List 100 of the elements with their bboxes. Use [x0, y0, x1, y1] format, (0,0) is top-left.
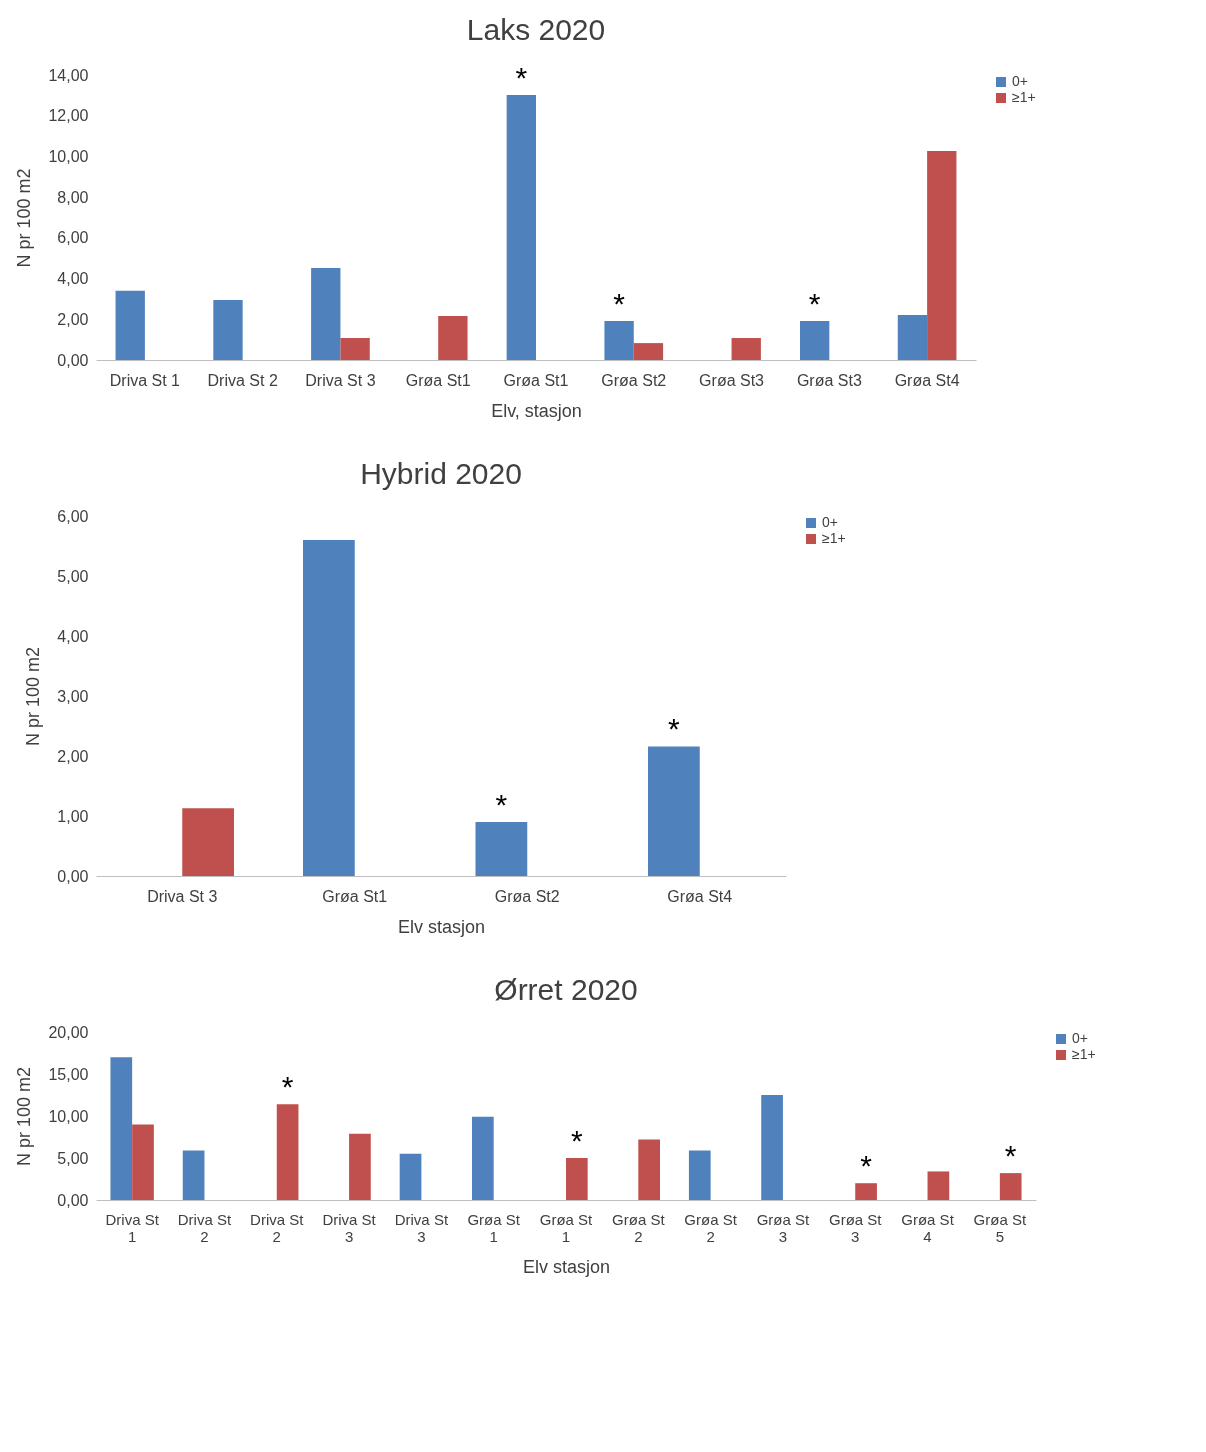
bar	[927, 1171, 950, 1200]
y-tick-label: 5,00	[57, 1149, 89, 1167]
data-label: *	[613, 286, 626, 320]
data-label: *	[668, 712, 681, 746]
bar	[132, 1124, 154, 1200]
x-tick-label: Driva St 3	[322, 1210, 377, 1245]
x-axis-title: Elv, stasjon	[491, 400, 582, 421]
bar	[927, 150, 957, 360]
y-tick-label: 12,00	[48, 107, 89, 125]
x-tick-label: Grøa St 1	[539, 1210, 594, 1245]
chart-title: Hybrid 2020	[360, 457, 522, 490]
x-tick-label: Driva St 1	[109, 371, 181, 389]
x-tick-label: Grøa St1	[503, 371, 569, 389]
data-label: *	[281, 1070, 294, 1104]
data-label: *	[1004, 1139, 1017, 1173]
y-tick-label: 4,00	[57, 270, 89, 288]
x-tick-label: Driva St 2	[207, 371, 278, 389]
y-tick-label: 0,00	[57, 1191, 89, 1209]
y-tick-label: 6,00	[57, 229, 89, 247]
x-tick-label: Driva St 1	[105, 1210, 160, 1245]
bar	[506, 94, 536, 360]
x-tick-label: Grøa St3	[796, 371, 862, 389]
y-tick-label: 20,00	[48, 1023, 89, 1041]
bar	[800, 320, 830, 360]
bar	[276, 1104, 299, 1200]
bar	[340, 338, 370, 360]
legend-label: ≥1+	[1072, 1046, 1096, 1062]
x-tick-label: Driva St 3	[147, 887, 218, 905]
bar	[311, 267, 341, 360]
y-tick-label: 10,00	[48, 1107, 89, 1125]
legend-label: 0+	[1072, 1030, 1088, 1046]
bar	[213, 299, 243, 360]
bar	[897, 315, 928, 360]
y-axis-title: N pr 100 m2	[14, 1066, 35, 1167]
bar	[604, 320, 634, 360]
data-label: *	[860, 1149, 873, 1183]
legend-label: ≥1+	[822, 530, 846, 546]
x-tick-label: Driva St 3	[305, 371, 376, 389]
x-tick-label: Grøa St4	[667, 887, 733, 905]
bar	[638, 1139, 660, 1200]
data-label: *	[495, 788, 508, 821]
x-tick-label: Driva St 2	[177, 1210, 232, 1245]
y-tick-label: 1,00	[57, 807, 89, 825]
legend-label: ≥1+	[1012, 89, 1036, 105]
bar	[731, 338, 761, 360]
x-tick-label: Grøa St 2	[612, 1210, 666, 1245]
x-tick-label: Grøa St2	[494, 887, 560, 905]
data-label: *	[808, 286, 821, 320]
chart-title: Ørret 2020	[494, 973, 638, 1006]
chart-title: Laks 2020	[466, 12, 606, 46]
x-tick-label: Grøa St1	[322, 887, 388, 905]
data-label: *	[571, 1124, 583, 1157]
y-tick-label: 3,00	[57, 687, 89, 705]
y-tick-label: 2,00	[57, 747, 89, 765]
x-axis-title: Elv stasjon	[397, 916, 486, 937]
bar	[688, 1150, 711, 1200]
x-tick-label: Grøa St 3	[828, 1210, 883, 1245]
y-axis-title: N pr 100 m2	[14, 168, 35, 268]
bar	[472, 1116, 494, 1200]
x-tick-label: Driva St 2	[250, 1210, 305, 1245]
y-tick-label: 15,00	[48, 1065, 89, 1083]
y-tick-label: 8,00	[57, 188, 89, 206]
x-tick-label: Grøa St 1	[467, 1210, 521, 1245]
bar	[438, 316, 468, 360]
y-axis-title: N pr 100 m2	[23, 646, 44, 747]
bar	[999, 1173, 1022, 1200]
y-tick-label: 0,00	[57, 351, 89, 369]
bar	[115, 290, 145, 360]
bar	[303, 540, 355, 876]
bar	[182, 1150, 205, 1200]
legend-label: 0+	[1012, 73, 1028, 89]
x-tick-label: Grøa St 5	[973, 1210, 1027, 1245]
bar	[399, 1153, 422, 1200]
bar	[566, 1158, 588, 1200]
bar	[182, 808, 234, 876]
y-tick-label: 0,00	[57, 867, 89, 885]
x-axis-title: Elv stasjon	[522, 1256, 611, 1277]
x-tick-label: Grøa St4	[894, 371, 960, 389]
x-tick-label: Driva St 3	[394, 1210, 449, 1245]
bar	[110, 1057, 133, 1200]
bar	[648, 746, 700, 876]
y-tick-label: 10,00	[48, 147, 89, 165]
bar	[761, 1095, 783, 1200]
bar	[855, 1183, 877, 1200]
x-tick-label: Grøa St 3	[756, 1210, 811, 1245]
data-label: *	[515, 60, 528, 94]
x-tick-label: Grøa St 4	[901, 1210, 955, 1245]
bar	[475, 822, 528, 876]
legend-label: 0+	[822, 514, 838, 530]
x-tick-label: Grøa St2	[601, 371, 667, 389]
x-tick-label: Grøa St 2	[684, 1210, 738, 1245]
x-tick-label: Grøa St3	[699, 371, 765, 389]
bar	[633, 343, 664, 360]
y-tick-label: 4,00	[57, 627, 89, 645]
bar	[349, 1133, 371, 1200]
y-tick-label: 6,00	[57, 507, 89, 525]
y-tick-label: 5,00	[57, 567, 89, 585]
y-tick-label: 14,00	[48, 66, 89, 84]
x-tick-label: Grøa St1	[405, 371, 471, 389]
y-tick-label: 2,00	[57, 310, 89, 328]
